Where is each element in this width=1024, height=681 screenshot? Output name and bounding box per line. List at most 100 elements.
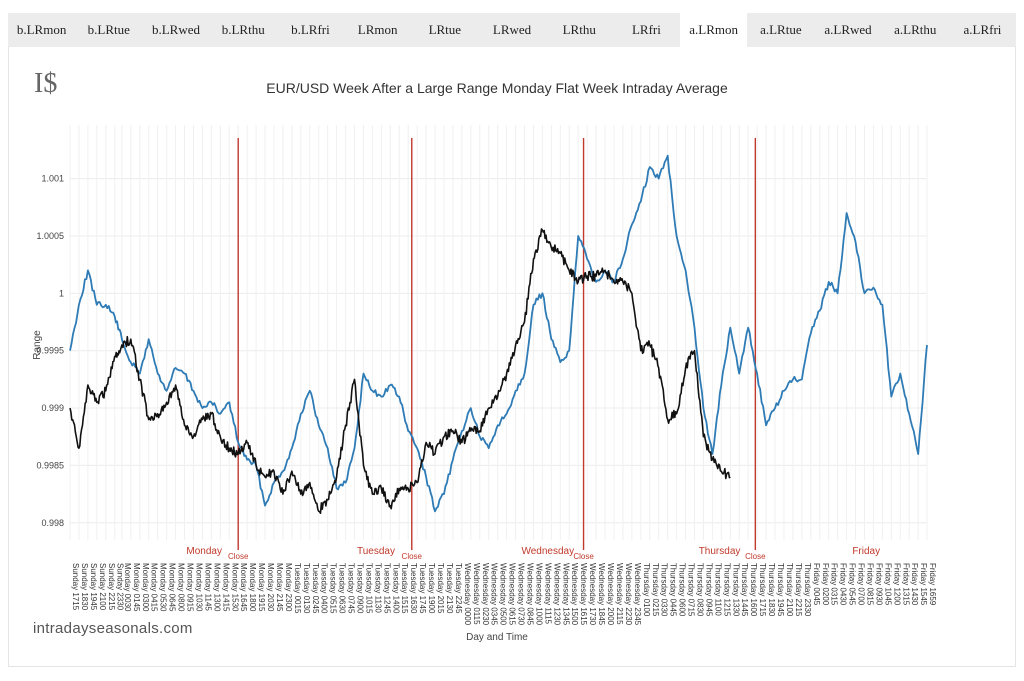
tab-lrthu[interactable]: LRthu — [562, 22, 596, 37]
series-point — [114, 356, 116, 358]
series-point — [721, 470, 723, 472]
x-axis-title: Day and Time — [466, 632, 528, 643]
x-tick-label: Sunday 1945 — [89, 563, 98, 611]
series-point — [211, 413, 213, 415]
series-point — [237, 442, 239, 444]
x-tick-label: Friday 0430 — [839, 563, 848, 606]
series-point — [264, 505, 266, 507]
series-point — [640, 201, 642, 203]
x-tick-label: Tuesday 0400 — [320, 563, 329, 614]
series-point — [917, 453, 919, 455]
series-point — [533, 304, 535, 306]
x-tick-label: Monday 1800 — [248, 563, 257, 612]
series-point — [390, 384, 392, 386]
series-point — [291, 447, 293, 449]
series-point — [524, 373, 526, 375]
series-point — [873, 287, 875, 289]
day-label-tuesday: Tuesday — [357, 546, 395, 557]
series-point — [166, 402, 168, 404]
tab-b-lrthu[interactable]: b.LRthu — [221, 22, 265, 37]
series-point — [211, 402, 213, 404]
series-point — [372, 493, 374, 495]
tab-a-lrwed[interactable]: a.LRwed — [824, 22, 872, 37]
series-point — [184, 425, 186, 427]
series-point — [721, 384, 723, 386]
series-point — [425, 442, 427, 444]
series-point — [560, 361, 562, 363]
series-point — [730, 327, 732, 329]
series-line-blue — [69, 154, 928, 513]
series-point — [148, 338, 150, 340]
tab-b-lrmon[interactable]: b.LRmon — [16, 22, 67, 37]
x-tick-label: Tuesday 1015 — [364, 563, 373, 614]
series-point — [497, 396, 499, 398]
series-point — [506, 373, 508, 375]
x-tick-label: Wednesday 1845 — [597, 563, 606, 626]
x-tick-label: Friday 0045 — [812, 563, 821, 606]
series-point — [78, 304, 80, 306]
series-point — [891, 396, 893, 398]
x-tick-label: Tuesday 0630 — [338, 563, 347, 614]
tab-b-lrwed[interactable]: b.LRwed — [151, 22, 201, 37]
series-point — [354, 379, 356, 381]
series-point — [372, 390, 374, 392]
series-point — [309, 482, 311, 484]
series-point — [300, 413, 302, 415]
series-point — [114, 316, 116, 318]
series-point — [533, 258, 535, 260]
series-point — [801, 379, 803, 381]
series-point — [175, 384, 177, 386]
series-point — [676, 235, 678, 237]
x-tick-label: Wednesday 0115 — [472, 563, 481, 625]
series-point — [291, 470, 293, 472]
series-point — [282, 493, 284, 495]
series-point — [166, 390, 168, 392]
tab-a-lrtue[interactable]: a.LRtue — [760, 22, 802, 37]
series-point — [792, 379, 794, 381]
close-markers: Close Close Close Close — [228, 138, 766, 561]
series-point — [105, 390, 107, 392]
x-tick-label: Tuesday 1245 — [382, 563, 391, 614]
series-point — [551, 338, 553, 340]
x-tick-label: Friday 0200 — [821, 563, 830, 606]
x-tick-label: Tuesday 1130 — [373, 563, 382, 613]
series-point — [676, 413, 678, 415]
series-point — [220, 413, 222, 415]
tab-b-lrfri[interactable]: b.LRfri — [291, 22, 330, 37]
series-point — [747, 327, 749, 329]
day-labels: Monday Tuesday Wednesday Thursday Friday — [186, 546, 880, 557]
series-point — [649, 344, 651, 346]
series-point — [407, 430, 409, 432]
series-point — [568, 270, 570, 272]
tab-a-lrfri[interactable]: a.LRfri — [963, 22, 1002, 37]
tab-lrfri[interactable]: LRfri — [631, 22, 661, 37]
close-label: Close — [402, 552, 423, 561]
series-point — [363, 465, 365, 467]
series-point — [246, 459, 248, 461]
day-label-thursday: Thursday — [699, 546, 741, 557]
tab-lrmon[interactable]: LRmon — [357, 22, 398, 37]
day-label-wednesday: Wednesday — [521, 546, 574, 557]
x-tick-label: Monday 1645 — [239, 563, 248, 612]
tab-a-lrmon[interactable]: a.LRmon — [680, 13, 748, 47]
x-tick-label: Friday 1659 — [928, 563, 937, 606]
x-tick-label: Thursday 2330 — [803, 563, 812, 617]
series-point — [828, 281, 830, 283]
x-tick-label: Tuesday 1630 — [409, 563, 418, 614]
day-label-monday: Monday — [186, 546, 222, 557]
tab-lrwed[interactable]: LRwed — [492, 22, 532, 37]
y-tick-label: 0.999 — [41, 403, 64, 413]
series-point — [381, 488, 383, 490]
y-tick-label: 1.0005 — [36, 231, 64, 241]
series-point — [220, 436, 222, 438]
x-tick-label: Tuesday 1900 — [427, 563, 436, 614]
x-tick-label: Monday 0800 — [177, 563, 186, 612]
x-tick-label: Wednesday 0615 — [508, 563, 517, 626]
series-point — [443, 436, 445, 438]
tab-a-lrthu[interactable]: a.LRthu — [894, 22, 937, 37]
tab-lrtue[interactable]: LRtue — [428, 22, 462, 37]
tab-b-lrtue[interactable]: b.LRtue — [87, 22, 130, 37]
x-tick-label: Wednesday 1500 — [570, 563, 579, 626]
x-tick-label: Wednesday 1615 — [579, 563, 588, 626]
